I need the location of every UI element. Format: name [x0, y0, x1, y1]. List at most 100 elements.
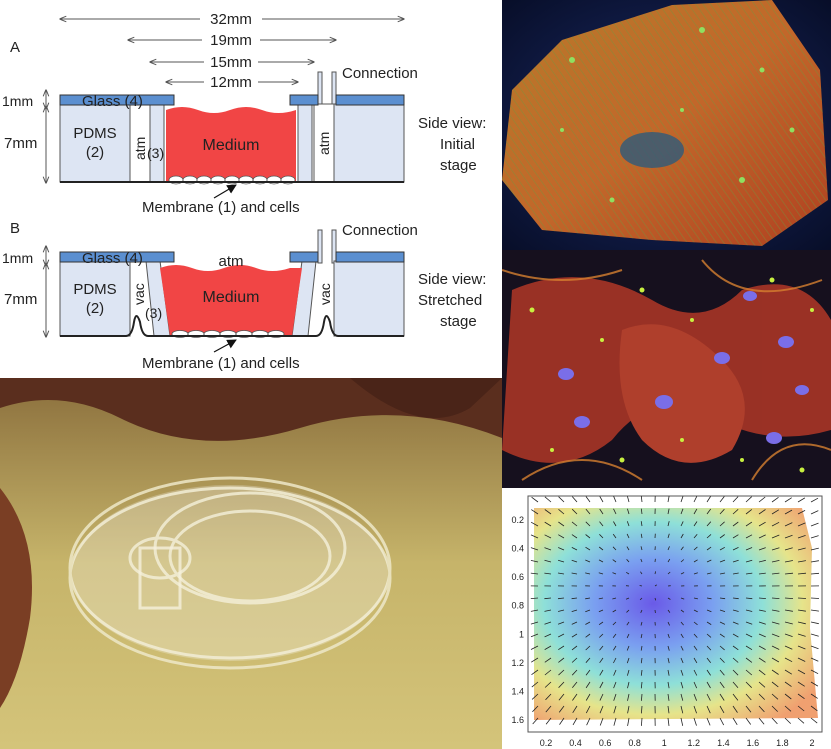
vector-arrow — [758, 534, 766, 539]
vector-arrow — [530, 572, 539, 575]
vector-arrow — [627, 705, 630, 714]
vector-arrow — [530, 547, 539, 551]
vector-arrow — [719, 546, 725, 551]
vector-arrow — [745, 609, 753, 612]
vector-arrow — [719, 681, 725, 689]
vector-arrow — [626, 546, 630, 551]
panel-a-caption-line3: stage — [440, 157, 477, 174]
vector-arrow — [598, 546, 604, 551]
vector-arrow — [680, 597, 685, 600]
fluorescence-micrograph-single-cell — [502, 0, 831, 250]
finger-left — [0, 488, 32, 708]
vector-arrow — [732, 633, 739, 638]
vector-arrow — [810, 645, 819, 650]
vector-arrow — [572, 705, 578, 714]
panel-b-wall-label: (3) — [145, 305, 162, 321]
vector-arrow — [706, 496, 711, 503]
vector-arrow — [613, 657, 617, 664]
vector-arrow — [544, 669, 552, 676]
vector-arrow — [667, 533, 670, 539]
panel-a-dim-7mm: 7mm — [4, 135, 37, 152]
vector-arrow — [558, 681, 565, 688]
vector-arrow — [745, 597, 753, 600]
vector-arrow — [641, 693, 643, 701]
vector-arrow — [745, 559, 753, 563]
vector-arrow — [558, 705, 565, 713]
vector-arrow — [758, 681, 766, 688]
vector-arrow — [599, 693, 604, 701]
y-tick-label: 0.8 — [511, 601, 524, 611]
vector-arrow — [771, 645, 780, 650]
x-axis-ticks: 0.2 0.4 0.6 0.8 1 1.2 1.4 1.6 1.8 2 — [540, 738, 815, 748]
vector-arrow — [640, 508, 643, 515]
vector-arrow — [693, 669, 698, 676]
vector-arrow — [598, 572, 604, 575]
vector-arrow — [784, 681, 792, 687]
vector-arrow — [599, 681, 604, 689]
vector-arrow — [784, 693, 792, 700]
vector-arrow — [640, 633, 643, 639]
vector-arrow — [545, 717, 552, 725]
vector-arrow — [585, 508, 591, 515]
vector-arrow — [758, 597, 766, 599]
vector-arrow — [745, 657, 753, 663]
vector-arrow — [706, 657, 712, 664]
vector-arrows — [530, 496, 820, 726]
vector-arrow — [771, 669, 779, 675]
vector-arrow — [719, 717, 725, 726]
panel-b-glass-label: Glass (4) — [82, 250, 143, 267]
x-tick-label: 2 — [809, 738, 814, 748]
vector-arrow — [797, 560, 806, 563]
vector-arrow — [693, 546, 698, 551]
vector-arrow — [719, 657, 725, 663]
vector-arrow — [598, 621, 604, 626]
vector-arrow — [680, 657, 684, 664]
vector-arrow — [627, 681, 630, 689]
vector-arrow — [797, 717, 805, 724]
vector-arrow — [797, 609, 806, 612]
panel-a-glass-right — [335, 94, 405, 106]
vector-arrow — [706, 559, 712, 563]
vector-arrow — [693, 533, 698, 539]
vector-arrow — [745, 547, 753, 551]
vector-arrow — [745, 705, 752, 713]
x-tick-label: 0.2 — [540, 738, 553, 748]
vector-arrow — [530, 560, 539, 563]
vector-arrow — [745, 534, 753, 539]
vector-arrow — [732, 669, 739, 676]
vector-arrow — [544, 509, 552, 515]
panel-b-membrane-label: Membrane (1) and cells — [142, 355, 300, 372]
vector-arrow — [693, 521, 698, 527]
vector-arrow — [557, 559, 565, 563]
panel-b-glass-mid — [289, 251, 319, 263]
vector-arrow — [639, 597, 643, 601]
vector-arrow — [732, 572, 739, 575]
vector-arrow — [680, 609, 685, 613]
vector-arrow — [719, 705, 725, 714]
vector-arrow — [613, 521, 617, 527]
vector-arrow — [693, 597, 698, 600]
vector-arrow — [745, 509, 753, 515]
vector-arrow — [557, 572, 565, 575]
vector-arrow — [612, 559, 617, 563]
vector-arrow — [640, 521, 643, 527]
vector-arrow — [693, 508, 698, 515]
vector-arrow — [626, 633, 630, 639]
panel-b-vac-right-label: vac — [317, 283, 333, 305]
vector-arrow — [784, 669, 793, 675]
vector-arrow — [771, 717, 778, 725]
vector-arrow — [558, 669, 565, 676]
vector-arrow — [771, 572, 780, 575]
vector-arrow — [719, 645, 725, 651]
vector-arrow — [612, 597, 617, 600]
vector-arrow — [571, 633, 578, 638]
vector-arrow — [639, 585, 643, 587]
vector-arrow — [640, 657, 643, 664]
vector-arrow — [532, 717, 539, 725]
vector-arrow — [626, 533, 630, 539]
vector-arrow — [599, 508, 604, 515]
vector-arrow — [599, 645, 604, 651]
vector-arrow — [626, 645, 630, 651]
vector-arrow — [571, 547, 578, 551]
vector-arrow — [797, 621, 806, 625]
